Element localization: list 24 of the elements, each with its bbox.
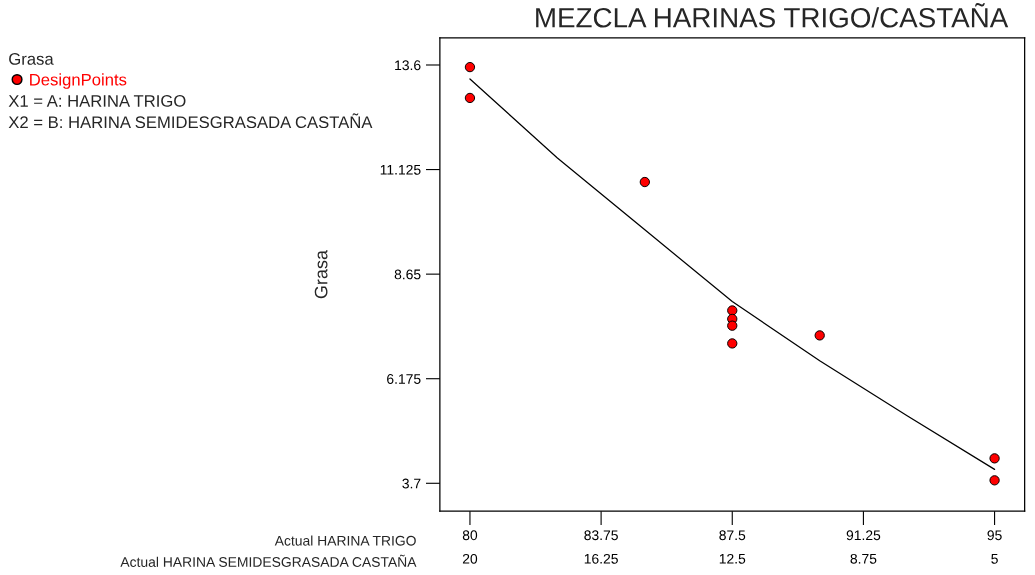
y-tick-label: 11.125 <box>380 164 421 175</box>
x2-tick-label: 5 <box>991 554 998 564</box>
x2-tick-label: 8.75 <box>850 553 877 564</box>
y-tick-label: 8.65 <box>394 269 421 280</box>
x-tick-label: 91.25 <box>846 530 881 541</box>
x2-tick-label: 20 <box>462 553 478 564</box>
y-tick-label: 6.175 <box>387 374 421 384</box>
x-tick-label: 83.75 <box>584 530 618 541</box>
line-series <box>469 78 996 470</box>
y-tick-label: 13.6 <box>395 60 421 71</box>
chart-title: MEZCLA HARINAS TRIGO/CASTAÑA <box>536 2 1009 28</box>
text: X1 = A: HARINA TRIGO <box>8 95 186 107</box>
x-axis-title: Actual HARINA TRIGO <box>274 535 416 546</box>
x2-tick-label: 16.25 <box>584 553 618 564</box>
x-tick-label: 95 <box>987 530 1002 541</box>
x-tick-label: 87.5 <box>719 530 746 541</box>
legend-label: DesignPoints <box>30 73 127 89</box>
x2-axis-title: Actual HARINA SEMIDESGRASADA CASTAÑA <box>120 554 417 567</box>
text: Grasa <box>9 53 54 65</box>
x-tick-label: 80 <box>462 530 478 541</box>
x2-tick-label: 12.5 <box>719 553 746 564</box>
y-tick-label: 3.7 <box>402 478 421 489</box>
y-axis-title: Grasa <box>314 249 328 299</box>
text: X2 = B: HARINA SEMIDESGRASADA CASTAÑA <box>8 113 373 129</box>
